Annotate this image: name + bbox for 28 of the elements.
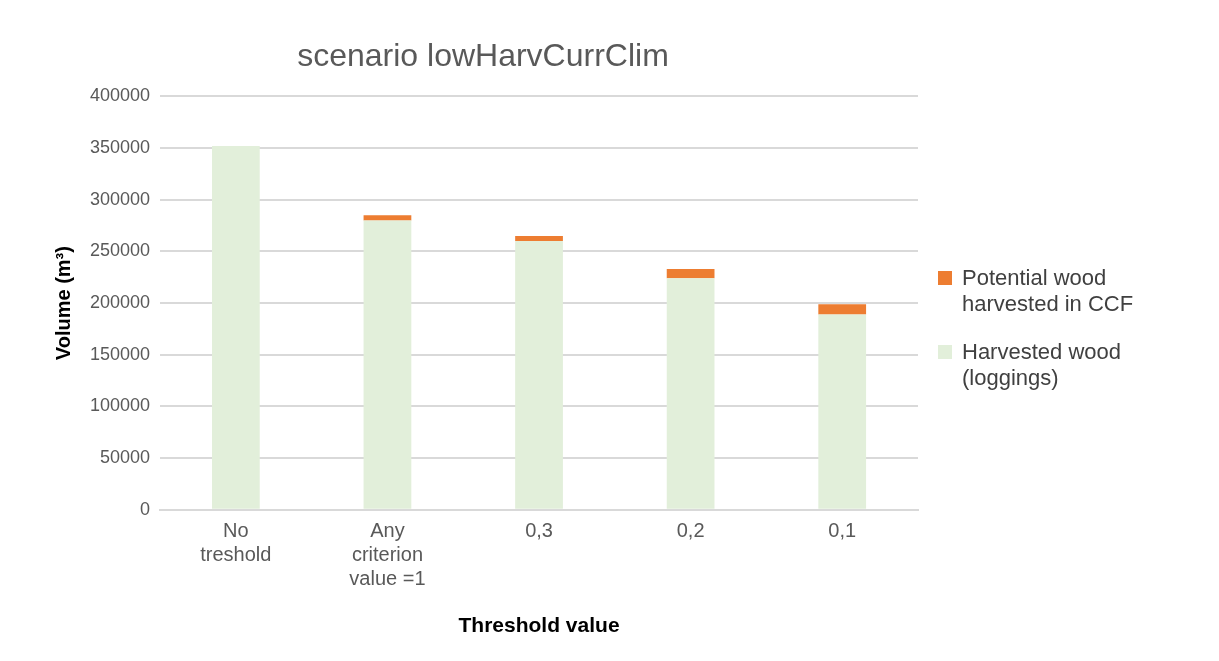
x-tick-label: 0,2: [676, 519, 705, 542]
legend-label: Harvested wood (loggings): [962, 339, 1122, 391]
bar: [211, 146, 260, 509]
x-tick-label: Any criterion value =1: [349, 519, 426, 590]
x-tick-label: No treshold: [200, 519, 272, 566]
chart-title: scenario lowHarvCurrClim: [297, 37, 669, 74]
y-tick-label: 300000: [89, 188, 151, 209]
x-tick-label: 0,1: [828, 519, 857, 542]
y-tick-label: 50000: [100, 447, 151, 468]
y-tick-label: 200000: [89, 292, 151, 313]
y-tick-label: 250000: [89, 240, 151, 261]
y-tick-label: 400000: [89, 85, 151, 106]
bar: [515, 241, 563, 509]
legend-label: Potential wood harvested in CCF: [962, 265, 1135, 317]
y-axis-title: Volume (m³): [51, 246, 74, 361]
y-tick-label: 0: [140, 498, 151, 519]
bar: [363, 220, 412, 509]
bar: [666, 269, 715, 279]
x-tick-label: 0,3: [525, 519, 553, 542]
x-axis-title: Threshold value: [458, 613, 620, 637]
bar: [666, 278, 715, 509]
y-tick-label: 100000: [89, 395, 151, 416]
y-tick-label: 350000: [89, 137, 151, 158]
bar: [515, 235, 563, 242]
bar: [818, 304, 867, 315]
y-tick-label: 150000: [89, 343, 151, 364]
bar: [818, 314, 867, 509]
bar: [363, 215, 412, 221]
